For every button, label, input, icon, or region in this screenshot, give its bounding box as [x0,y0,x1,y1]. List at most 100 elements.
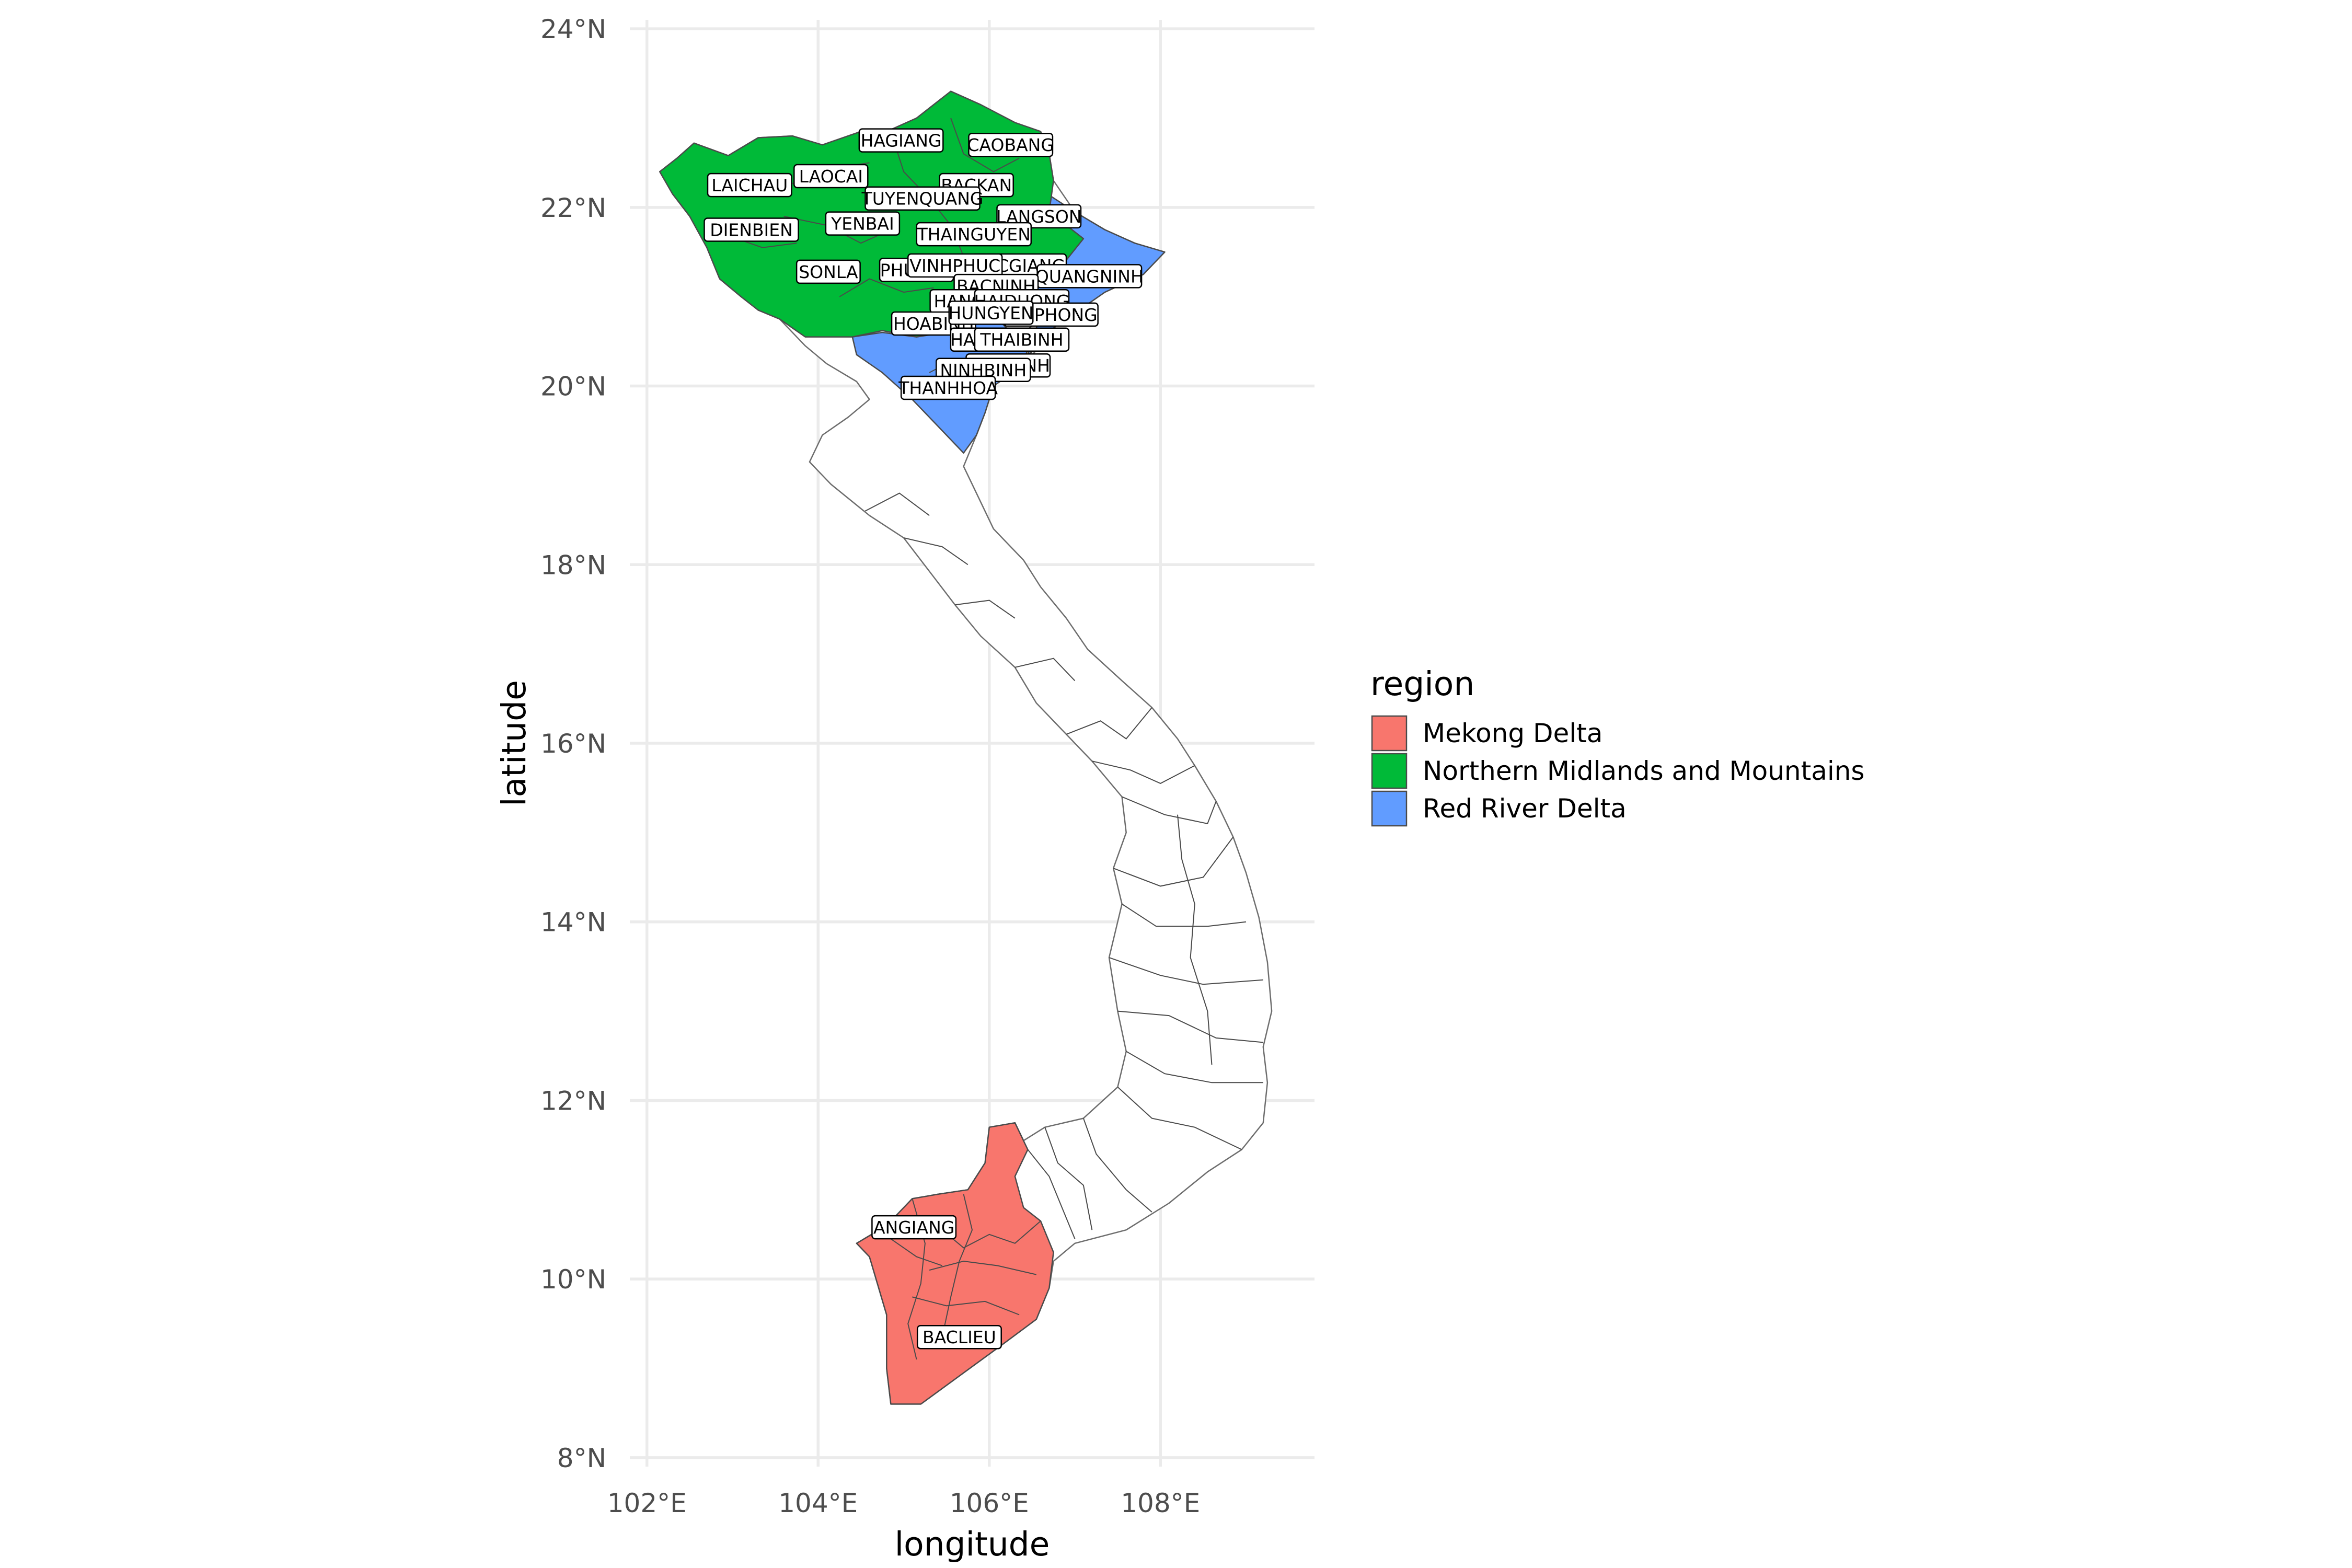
province-label: CAOBANG [967,132,1054,157]
province-border [950,118,1020,172]
x-tick-label: 102°E [607,1488,687,1518]
legend-swatch [1371,790,1408,827]
legend-title: region [1370,665,1474,703]
province-border [1014,658,1076,682]
province-label-text: LAOCAI [799,166,863,187]
y-tick-label: 20°N [540,372,606,402]
province-label-box [795,259,861,284]
province-label: LAOCAI [793,164,869,189]
province-label-text: VINHPHUC [909,256,1000,276]
province-label: LANGSON [996,204,1082,229]
axes: 102°E 104°E 106°E 108°E 8°N 10°N 12°N 14°N 16°N 1… [495,14,1200,1563]
province-label: VINHPHUC [907,253,1003,278]
y-tick-label: 16°N [540,729,606,759]
x-tick-label: 106°E [950,1488,1029,1518]
legend-item: Red River Delta [1371,790,1627,827]
y-tick-label: 12°N [540,1086,606,1116]
province-label-text: THAIBINH [979,330,1063,350]
y-tick-label: 24°N [540,14,606,44]
province-label-box [916,222,1032,247]
province-label: HUNGYEN [948,301,1034,325]
province-label-box [968,132,1054,157]
province-label: SONLA [795,259,861,284]
province-label: BACLIEU [916,1324,1002,1350]
province-label-text: HAGIANG [861,131,942,151]
province-border [1122,903,1247,927]
province-border [839,278,934,297]
y-tick-label: 22°N [540,193,606,223]
province-border [1109,957,1263,985]
province-border [1113,836,1234,887]
province-label-text: TUYENQUANG [861,189,984,209]
province-label: ANGIANG [871,1215,957,1240]
province-label-box [825,211,901,236]
province-border [1027,1149,1076,1239]
province-border [1044,1127,1093,1230]
province-label-text: LAICHAU [711,175,788,195]
province-border [1082,1118,1152,1213]
province-label-text: THAINGUYEN [917,224,1031,245]
x-tick-label: 108°E [1121,1488,1200,1518]
province-border [1177,814,1213,1065]
legend-label: Northern Midlands and Mountains [1423,756,1864,786]
province-label-box [916,1324,1002,1350]
province-border [1092,760,1195,785]
province-border [890,1238,943,1266]
province-label-box [871,1215,957,1240]
province-label-box [974,327,1070,352]
province-label: TUYENQUANG [861,186,984,211]
province-label: HAGIANG [858,128,944,153]
province-label-text: BACLIEU [923,1327,996,1347]
province-label: THANHHOA [898,375,998,400]
province-border [955,599,1016,619]
legend-label: Mekong Delta [1423,718,1602,748]
province-label-text: ANGIANG [873,1217,954,1238]
province-label-box [864,186,981,211]
y-axis-title: latitude [495,680,533,806]
province-border [929,1260,1037,1275]
province-label-text: HUNGYEN [948,303,1033,323]
province-label: THAIBINH [974,327,1070,352]
province-label-box [704,217,799,242]
y-tick-label: 10°N [540,1264,606,1295]
province-label: LAICHAU [707,172,792,198]
province-border [1122,796,1217,824]
province-border [1126,1051,1263,1083]
province-label-text: YENBAI [831,214,894,234]
province-label-box [707,172,792,198]
province-label-text: DIENBIEN [710,220,793,240]
x-axis-title: longitude [895,1525,1050,1563]
province-border [864,492,930,516]
province-border [941,1194,973,1338]
legend-item: Northern Midlands and Mountains [1371,753,1864,789]
province-label-text: THANHHOA [898,378,998,398]
legend: region Mekong Delta Northern Midlands and … [1370,665,1864,827]
province-border [1066,707,1152,740]
legend-item: Mekong Delta [1371,715,1602,752]
province-label-text: SONLA [799,262,858,282]
province-label: QUANGNINH [1035,264,1144,289]
y-tick-label: 18°N [540,550,606,580]
province-border [1117,1087,1242,1150]
x-tick-label: 104°E [778,1488,858,1518]
y-tick-label: 8°N [557,1443,606,1473]
province-border [912,1296,1020,1316]
province-border [1117,1010,1263,1043]
province-border [942,1220,1041,1249]
province-label-box [793,164,869,189]
province-label-box [858,128,944,153]
province-border [903,537,969,566]
province-label: DIENBIEN [704,217,799,242]
province-label-text: CAOBANG [967,135,1054,155]
province-label: THAINGUYEN [916,222,1032,247]
y-tick-label: 14°N [540,907,606,938]
legend-swatch [1371,753,1408,789]
legend-label: Red River Delta [1423,793,1627,824]
province-label: YENBAI [825,211,901,236]
legend-swatch [1371,715,1408,752]
province-label-box [900,375,996,400]
province-label-box [948,301,1034,325]
province-label-text: QUANGNINH [1035,266,1144,286]
